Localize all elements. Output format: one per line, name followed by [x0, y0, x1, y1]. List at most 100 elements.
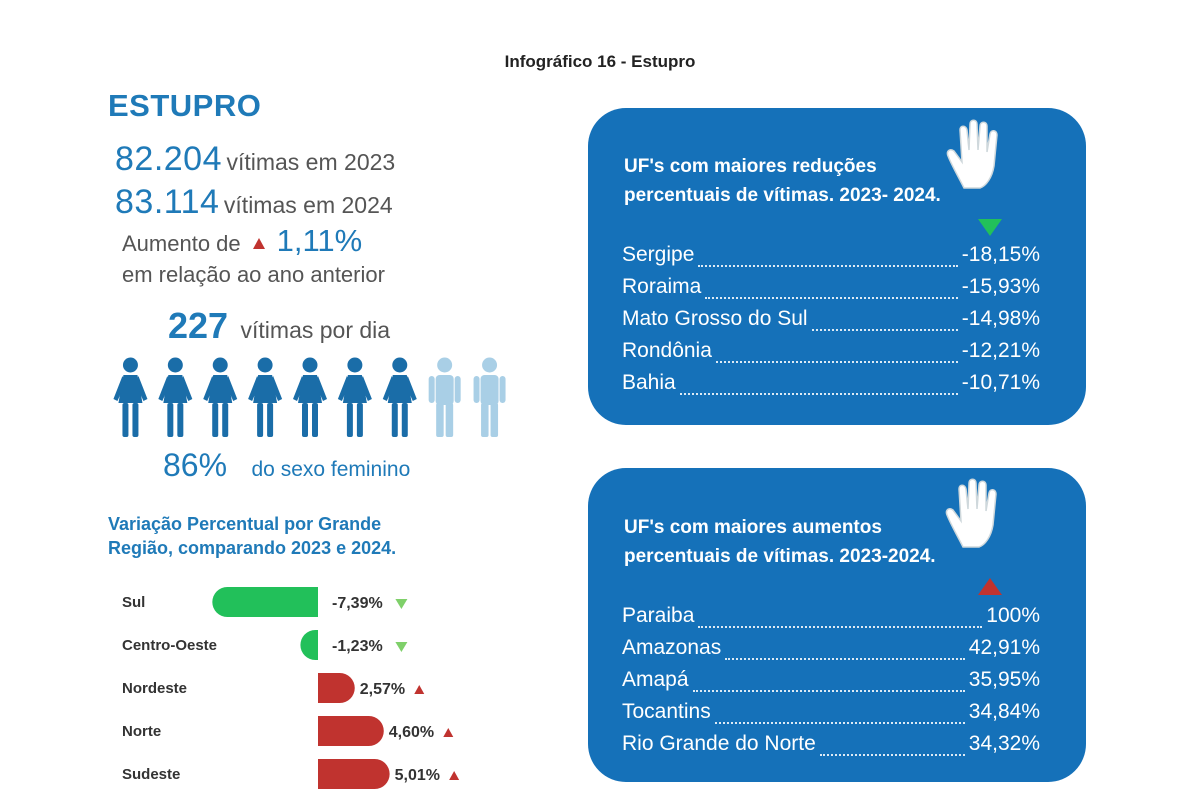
increases-title-line1: UF's com maiores aumentos — [624, 517, 882, 538]
triangle-down-icon — [978, 219, 1002, 236]
female-person-icon — [382, 357, 417, 437]
state-name: Amapá — [622, 668, 689, 691]
people-icons — [113, 357, 506, 437]
region-chart-title: Variação Percentual por Grande Região, c… — [108, 512, 396, 560]
state-name: Amazonas — [622, 636, 722, 659]
state-value: -18,15% — [961, 243, 1040, 266]
state-value: 42,91% — [968, 636, 1040, 659]
state-value: -12,21% — [961, 339, 1040, 362]
bar — [318, 673, 355, 703]
data-label: 5,01% — [395, 767, 440, 784]
bar — [318, 716, 384, 746]
leader-dots — [714, 722, 965, 724]
female-person-icon — [248, 357, 283, 437]
victims-2023-text: vítimas em 2023 — [226, 149, 396, 175]
leader-dots — [705, 297, 958, 299]
triangle-up-icon — [443, 728, 454, 737]
triangle-down-icon — [395, 599, 408, 609]
page-title: ESTUPRO — [108, 88, 262, 123]
leader-dots — [715, 361, 958, 363]
female-percent: 86% — [163, 447, 228, 483]
hand-icon — [945, 478, 997, 548]
region-bar-chart: Sul -7,39% Centro-Oeste -1,23% Nordeste 2,57%… — [122, 587, 460, 789]
list-item: Rondônia -12,21% — [622, 339, 1040, 371]
increase-line: Aumento de 1,11% — [122, 223, 362, 259]
leader-dots — [698, 265, 958, 267]
category-label: Centro-Oeste — [122, 637, 217, 654]
increases-list: Paraiba 100% Amazonas 42,91% Amapá 35,95% T… — [622, 604, 1040, 764]
increases-card: UF's com maiores aumentos percentuais de… — [588, 468, 1086, 782]
category-label: Norte — [122, 723, 161, 740]
per-day-stat: 227 vítimas por dia — [168, 305, 390, 347]
region-title-line1: Variação Percentual por Grande — [108, 514, 382, 534]
list-item: Mato Grosso do Sul -14,98% — [622, 307, 1040, 339]
state-value: -15,93% — [961, 275, 1040, 298]
state-value: 34,32% — [968, 732, 1040, 755]
state-name: Roraima — [622, 275, 702, 298]
female-person-icon — [158, 357, 193, 437]
female-text: do sexo feminino — [251, 458, 411, 481]
category-label: Sudeste — [122, 766, 180, 783]
leader-dots — [819, 754, 965, 756]
list-item: Tocantins 34,84% — [622, 700, 1040, 732]
category-label: Nordeste — [122, 680, 187, 697]
increase-value: 1,11% — [276, 223, 363, 258]
reductions-title-line1: UF's com maiores reduções — [624, 156, 877, 177]
increase-tail: em relação ao ano anterior — [122, 262, 385, 287]
person-icon — [428, 357, 461, 437]
list-item: Roraima -15,93% — [622, 275, 1040, 307]
region-title-line2: Região, comparando 2023 e 2024. — [108, 538, 397, 558]
leader-dots — [692, 690, 965, 692]
state-value: 35,95% — [968, 668, 1040, 691]
triangle-down-icon — [395, 642, 408, 652]
leader-dots — [698, 626, 983, 628]
leader-dots — [679, 393, 958, 395]
per-day-number: 227 — [168, 305, 229, 346]
category-label: Sul — [122, 594, 145, 611]
female-person-icon — [113, 357, 148, 437]
state-name: Sergipe — [622, 243, 695, 266]
list-item: Rio Grande do Norte 34,32% — [622, 732, 1040, 764]
data-label: -7,39% — [332, 595, 383, 612]
state-name: Mato Grosso do Sul — [622, 307, 808, 330]
stat-2023: 82.204 vítimas em 2023 — [115, 140, 395, 179]
female-person-icon — [337, 357, 372, 437]
data-label: 2,57% — [360, 681, 405, 698]
data-label: 4,60% — [389, 724, 434, 741]
increases-title-line2: percentuais de vítimas. 2023-2024. — [624, 546, 936, 567]
triangle-up-icon — [449, 771, 460, 780]
bar — [212, 587, 318, 617]
bar — [318, 759, 390, 789]
bar — [300, 630, 318, 660]
list-item: Sergipe -18,15% — [622, 243, 1040, 275]
victims-2023-number: 82.204 — [115, 140, 222, 178]
per-day-text: vítimas por dia — [240, 317, 391, 343]
reductions-card: UF's com maiores reduções percentuais de… — [588, 108, 1086, 425]
state-name: Paraiba — [622, 604, 695, 627]
state-name: Tocantins — [622, 700, 711, 723]
stat-2024: 83.114 vítimas em 2024 — [115, 183, 393, 222]
list-item: Bahia -10,71% — [622, 371, 1040, 403]
state-name: Bahia — [622, 371, 676, 394]
data-label: -1,23% — [332, 638, 383, 655]
hand-icon — [946, 119, 998, 189]
victims-2024-number: 83.114 — [115, 183, 220, 221]
state-value: 100% — [986, 604, 1040, 627]
list-item: Amapá 35,95% — [622, 668, 1040, 700]
triangle-up-icon — [252, 238, 265, 249]
infographic-caption: Infográfico 16 - Estupro — [504, 52, 696, 71]
female-stat: 86% do sexo feminino — [163, 447, 410, 484]
list-item: Amazonas 42,91% — [622, 636, 1040, 668]
state-value: -14,98% — [961, 307, 1040, 330]
leader-dots — [725, 658, 965, 660]
state-value: -10,71% — [961, 371, 1040, 394]
female-person-icon — [203, 357, 238, 437]
triangle-up-icon — [978, 578, 1002, 595]
reductions-title: UF's com maiores reduções percentuais de… — [624, 152, 941, 210]
triangle-up-icon — [414, 685, 425, 694]
list-item: Paraiba 100% — [622, 604, 1040, 636]
increase-label: Aumento de — [122, 231, 241, 256]
state-value: 34,84% — [968, 700, 1040, 723]
increases-title: UF's com maiores aumentos percentuais de… — [624, 513, 936, 571]
female-person-icon — [293, 357, 327, 437]
